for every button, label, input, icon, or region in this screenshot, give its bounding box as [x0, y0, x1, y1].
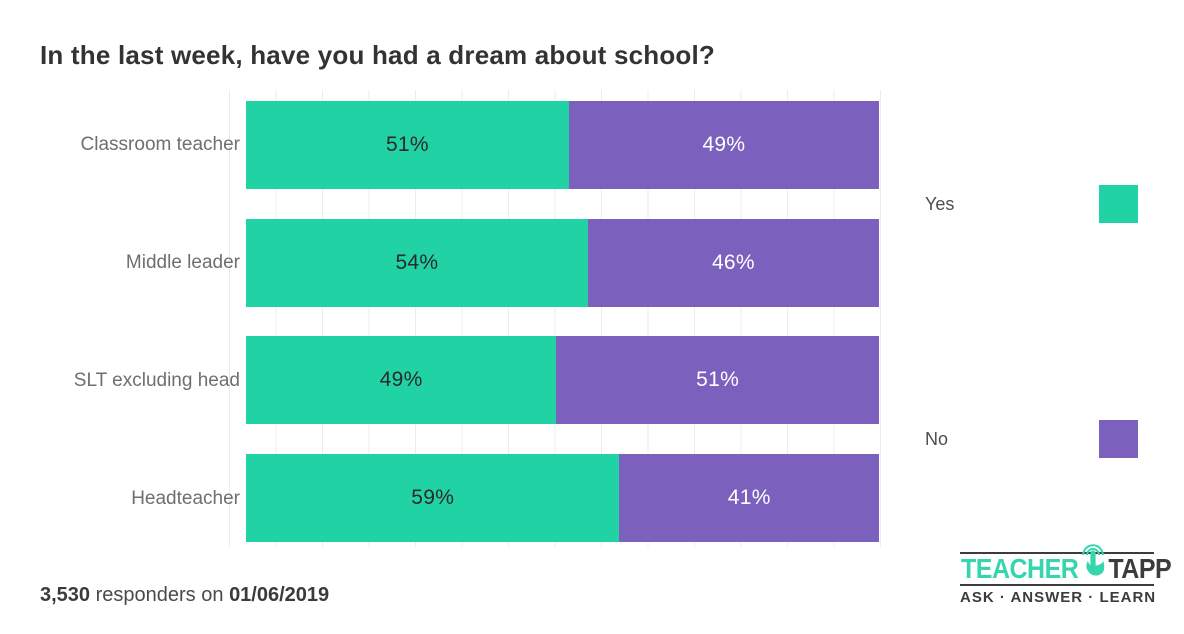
- category-label: Classroom teacher: [80, 134, 240, 155]
- bar-segment-yes: 59%: [246, 454, 620, 542]
- responders-text: responders on: [95, 584, 224, 606]
- responders-footer: 3,530 responders on 01/06/2019: [40, 584, 329, 607]
- legend-label-no: No: [925, 428, 949, 449]
- percent-label-yes: 49%: [379, 368, 423, 391]
- logo-wordmark: TEACHER TAPP: [960, 543, 1172, 585]
- bar-segment-no: 51%: [556, 336, 879, 424]
- teacher-tapp-logo: TEACHER TAPP ASK · ANSWER · LEARN: [960, 543, 1172, 606]
- tap-hand-icon: [1078, 543, 1108, 584]
- bar-segment-yes: 49%: [246, 336, 557, 424]
- category-label: Middle leader: [125, 252, 240, 273]
- bar-row: 51% 49%: [246, 101, 879, 189]
- percent-label-yes: 51%: [385, 133, 429, 156]
- bar-row: 59% 41%: [246, 454, 879, 542]
- bar-row: 54% 46%: [246, 219, 879, 307]
- legend-swatch-yes-icon: [1099, 185, 1138, 223]
- percent-label-no: 51%: [696, 368, 740, 391]
- bar-segment-yes: 51%: [246, 101, 569, 189]
- bar-segment-yes: 54%: [246, 219, 588, 307]
- logo-teacher-text: TEACHER: [961, 552, 1079, 585]
- chart-title: In the last week, have you had a dream a…: [40, 40, 716, 70]
- category-label: Headteacher: [131, 488, 240, 509]
- bar-segment-no: 46%: [587, 219, 879, 307]
- logo-tapp-text: TAPP: [1108, 552, 1172, 585]
- responders-count: 3,530: [40, 584, 91, 606]
- bar-segment-no: 49%: [568, 101, 879, 189]
- legend-item-no: No: [925, 420, 1138, 458]
- category-label: SLT excluding head: [73, 370, 240, 391]
- bar-row: 49% 51%: [246, 336, 879, 424]
- percent-label-yes: 59%: [411, 486, 455, 509]
- bars-area: 51% 49% 54% 46% 49% 51% 59%: [246, 0, 879, 634]
- survey-date: 01/06/2019: [229, 584, 330, 606]
- logo-top-rule: [960, 552, 1154, 554]
- legend-swatch-no-icon: [1099, 420, 1138, 458]
- logo-tagline: ASK · ANSWER · LEARN: [960, 589, 1157, 606]
- logo-bottom-rule: [960, 584, 1154, 586]
- legend-item-yes: Yes: [925, 185, 1138, 223]
- percent-label-yes: 54%: [395, 251, 439, 274]
- percent-label-no: 46%: [711, 251, 755, 274]
- percent-label-no: 41%: [727, 486, 771, 509]
- percent-label-no: 49%: [702, 133, 746, 156]
- legend-label-yes: Yes: [925, 193, 955, 214]
- bar-segment-no: 41%: [619, 454, 879, 542]
